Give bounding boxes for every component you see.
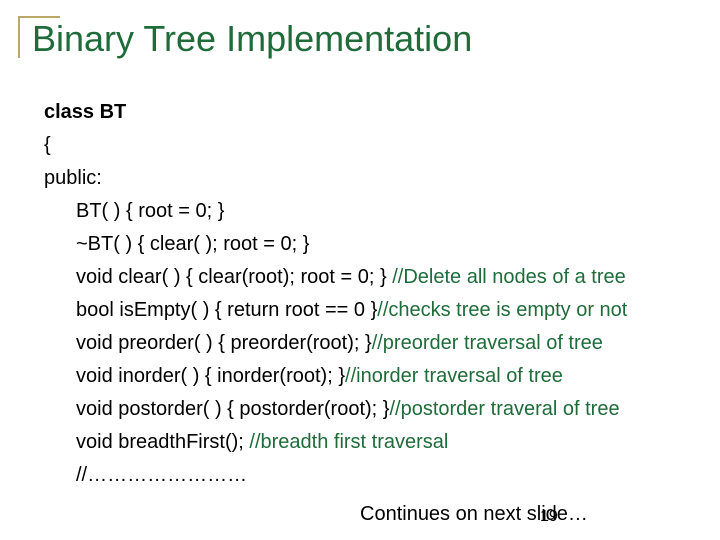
code-line: public: xyxy=(44,162,700,195)
code-block: class BT { public: BT( ) { root = 0; } ~… xyxy=(44,96,700,492)
code-line: { xyxy=(44,129,700,162)
code-line: //…………………… xyxy=(76,459,700,492)
code-line: void inorder( ) { inorder(root); }//inor… xyxy=(76,360,700,393)
page-number-overlay: 19 xyxy=(540,508,558,526)
code-line: void breadthFirst(); //breadth first tra… xyxy=(76,426,700,459)
code-line: void clear( ) { clear(root); root = 0; }… xyxy=(76,261,700,294)
code-comment: //preorder traversal of tree xyxy=(372,332,603,354)
code-comment: //inorder traversal of tree xyxy=(345,365,563,387)
code-comment: //checks tree is empty or not xyxy=(377,299,627,321)
code-text: void breadthFirst(); xyxy=(76,431,249,453)
code-text: void inorder( ) { inorder(root); } xyxy=(76,365,345,387)
code-line: void postorder( ) { postorder(root); }//… xyxy=(76,393,700,426)
code-line: BT( ) { root = 0; } xyxy=(76,195,700,228)
slide-title: Binary Tree Implementation xyxy=(32,18,472,60)
code-comment: //postorder traveral of tree xyxy=(389,398,619,420)
code-text: void preorder( ) { preorder(root); } xyxy=(76,332,372,354)
code-line: ~BT( ) { clear( ); root = 0; } xyxy=(76,228,700,261)
code-text: bool isEmpty( ) { return root == 0 } xyxy=(76,299,377,321)
code-comment: //Delete all nodes of a tree xyxy=(392,266,625,288)
code-comment: //breadth first traversal xyxy=(249,431,448,453)
class-decl: class BT xyxy=(44,101,126,123)
code-line: class BT xyxy=(44,96,700,129)
code-line: bool isEmpty( ) { return root == 0 }//ch… xyxy=(76,294,700,327)
code-text: void clear( ) { clear(root); root = 0; } xyxy=(76,266,392,288)
code-text: void postorder( ) { postorder(root); } xyxy=(76,398,389,420)
code-line: void preorder( ) { preorder(root); }//pr… xyxy=(76,327,700,360)
